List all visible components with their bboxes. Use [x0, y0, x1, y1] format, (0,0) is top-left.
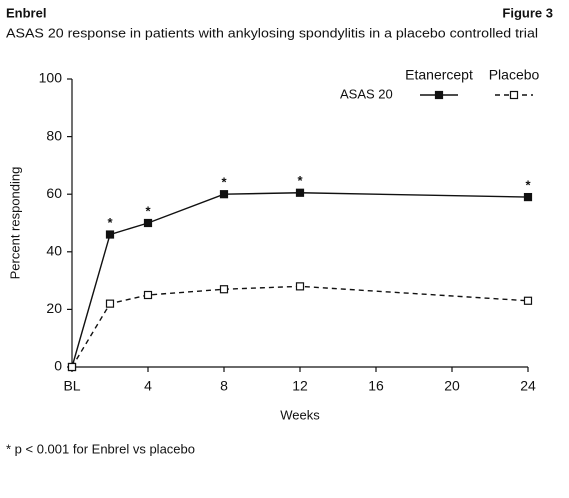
y-tick-label: 100	[39, 70, 63, 86]
significance-marker: *	[525, 178, 531, 193]
legend-label: Etanercept	[405, 67, 473, 83]
significance-marker: *	[297, 173, 303, 188]
data-point	[143, 218, 153, 228]
significance-marker: *	[145, 203, 151, 218]
data-point	[295, 282, 305, 291]
data-point	[523, 192, 533, 202]
x-tick-label: 12	[292, 378, 308, 394]
footnote: * p < 0.001 for Enbrel vs placebo	[6, 441, 195, 456]
x-tick-label: 4	[144, 378, 152, 394]
series-line	[71, 285, 529, 368]
y-tick-label: 60	[46, 185, 62, 201]
x-axis-label: Weeks	[280, 407, 320, 422]
x-tick-label: 8	[220, 378, 228, 394]
header: Enbrel	[6, 5, 46, 20]
y-tick-label: 80	[46, 127, 62, 143]
y-tick-label: 20	[46, 300, 62, 316]
data-point	[105, 230, 115, 239]
y-tick-label: 40	[46, 243, 62, 259]
data-point	[219, 190, 229, 199]
legend-marker	[434, 90, 444, 100]
x-tick-label: 20	[444, 378, 460, 394]
legend-marker	[509, 90, 519, 100]
y-axis-label: Percent responding	[7, 167, 22, 280]
data-point	[105, 299, 115, 308]
x-tick-label: 16	[368, 378, 384, 394]
chart-title: ASAS 20 response in patients with ankylo…	[6, 25, 538, 40]
data-point	[143, 290, 153, 300]
significance-marker: *	[107, 215, 113, 230]
x-tick-label: 24	[520, 378, 536, 394]
x-tick-label: BL	[63, 378, 80, 394]
figure-label: Figure 3	[502, 5, 553, 20]
y-tick-label: 0	[54, 358, 62, 374]
significance-marker: *	[221, 175, 227, 190]
data-point	[295, 188, 305, 197]
data-point	[523, 296, 533, 305]
data-point	[67, 362, 77, 372]
data-point	[219, 285, 229, 294]
legend-title: ASAS 20	[340, 86, 393, 101]
legend-label: Placebo	[489, 67, 540, 83]
series-line	[71, 192, 529, 368]
